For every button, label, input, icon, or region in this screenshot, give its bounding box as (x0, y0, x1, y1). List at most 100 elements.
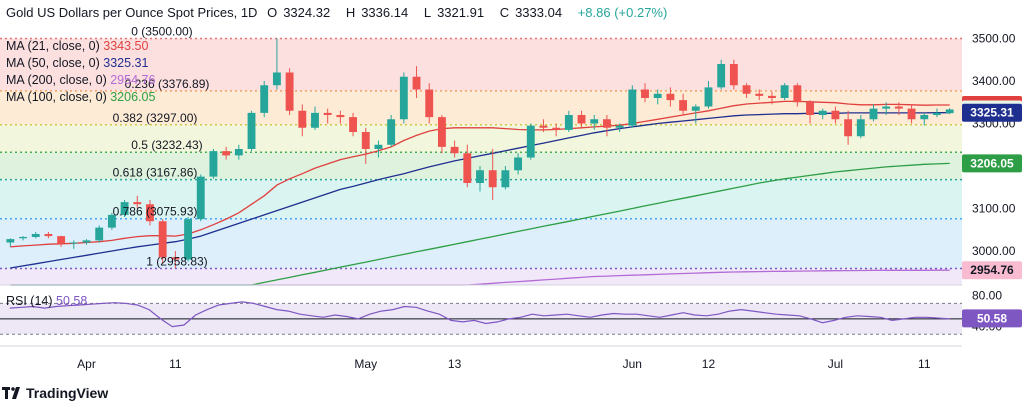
candle (742, 83, 751, 98)
candle (285, 68, 294, 115)
candle-body (57, 236, 66, 244)
candle-body (171, 257, 180, 260)
price-axis: 3500.003400.003300.003200.003100.003000.… (962, 32, 1022, 280)
price-change: +8.86 (+0.27%) (577, 5, 668, 20)
rsi-legend[interactable]: RSI (14) 50.58 (6, 294, 87, 308)
candle-body (349, 117, 358, 132)
candle-body (768, 95, 776, 98)
candle (793, 83, 802, 107)
ohlc-open: O 3324.32 (267, 5, 331, 20)
candle (336, 110, 345, 124)
tradingview-logo-icon (2, 387, 20, 399)
candle (704, 81, 713, 109)
candle-body (247, 112, 256, 149)
candle-body (107, 214, 116, 228)
candle-body (691, 106, 700, 111)
fib-zone (0, 124, 962, 153)
candle (691, 104, 700, 124)
time-tick-label: 12 (702, 357, 716, 371)
time-tick-label: Jul (828, 357, 843, 371)
fib-zone (0, 38, 962, 91)
candle-body (44, 234, 53, 237)
candle (768, 91, 776, 105)
candle (209, 149, 218, 179)
candle-body (679, 100, 688, 111)
fib-label: 0.5 (3232.43) (131, 138, 202, 152)
candle-body (285, 72, 294, 111)
ma21-legend[interactable]: MA (21, close, 0) 3343.50 (6, 38, 148, 54)
candle (590, 115, 599, 130)
candle (374, 140, 383, 158)
price-badge-bg (962, 261, 1022, 280)
candle-body (539, 125, 548, 128)
candle-body (399, 76, 408, 120)
candle-body (488, 170, 497, 188)
fib-label: 0.382 (3297.00) (113, 111, 198, 125)
candle-body (476, 170, 484, 183)
chart-header: Gold US Dollars per Ounce Spot Prices, 1… (6, 4, 673, 22)
candle (476, 166, 484, 192)
candle-body (793, 85, 802, 103)
candle-body (69, 242, 78, 244)
rsi-tick-label: 80.00 (972, 289, 1002, 303)
fib-zone (0, 179, 962, 219)
candle (717, 59, 726, 90)
candle-body (653, 93, 662, 98)
candle-body (920, 115, 929, 120)
candle-body (425, 89, 434, 118)
ma21-line (10, 100, 950, 248)
price-badge-bg (962, 103, 1022, 122)
candle (539, 119, 548, 132)
candle (666, 87, 675, 107)
tradingview-branding[interactable]: TradingView (2, 385, 108, 401)
candle-body (552, 127, 561, 130)
candle (387, 115, 396, 147)
ohlc-close: C 3333.04 (499, 5, 563, 20)
price-tick-label: 3400.00 (972, 74, 1016, 88)
candle (158, 219, 167, 264)
candle-body (6, 239, 15, 243)
candle-body (894, 106, 903, 109)
candle (399, 72, 408, 124)
candle-body (133, 202, 142, 205)
candle-body (742, 85, 751, 94)
candle (463, 144, 472, 188)
candle-body (729, 64, 738, 86)
candle-body (222, 151, 231, 156)
candle (831, 106, 840, 124)
ma50-line (10, 112, 950, 269)
time-axis: Apr 11 May 13 Jun 12 Jul 11 (0, 284, 962, 371)
candle (552, 123, 561, 137)
candle (615, 123, 624, 132)
price-tick-label: 3000.00 (972, 244, 1016, 258)
fib-label: 0 (3500.00) (131, 25, 192, 39)
candle-body (882, 106, 891, 109)
candle-body (196, 176, 205, 220)
candle-body (298, 110, 307, 128)
ma21-legend-value: 3343.50 (103, 39, 149, 53)
ma50-legend[interactable]: MA (50, close, 0) 3325.31 (6, 55, 148, 71)
price-badge-label: 2954.76 (970, 263, 1014, 277)
fib-labels: 0 (3500.00) 0.236 (3376.89) 0.382 (3297.00… (113, 25, 210, 269)
ma100-legend[interactable]: MA (100, close, 0) 3206.05 (6, 89, 155, 105)
candle (260, 81, 269, 118)
ma200-legend[interactable]: MA (200, close, 0) 2954.76 (6, 72, 155, 88)
ma200-legend-label: MA (200, close, 0) (6, 73, 107, 87)
candle (653, 89, 662, 105)
ma100-legend-label: MA (100, close, 0) (6, 90, 107, 104)
rsi-line (9, 301, 951, 328)
ohlc-high: H 3336.14 (345, 5, 409, 20)
candle-body (158, 221, 167, 258)
candle-body (311, 112, 319, 128)
candle-body (234, 149, 243, 156)
candle-body (146, 204, 154, 222)
time-tick-label: May (354, 357, 377, 371)
candle (146, 200, 154, 226)
price-badge-label: 3325.31 (970, 106, 1014, 120)
candle-body (514, 157, 523, 171)
ma21-legend-label: MA (21, close, 0) (6, 39, 100, 53)
candle (641, 83, 649, 103)
